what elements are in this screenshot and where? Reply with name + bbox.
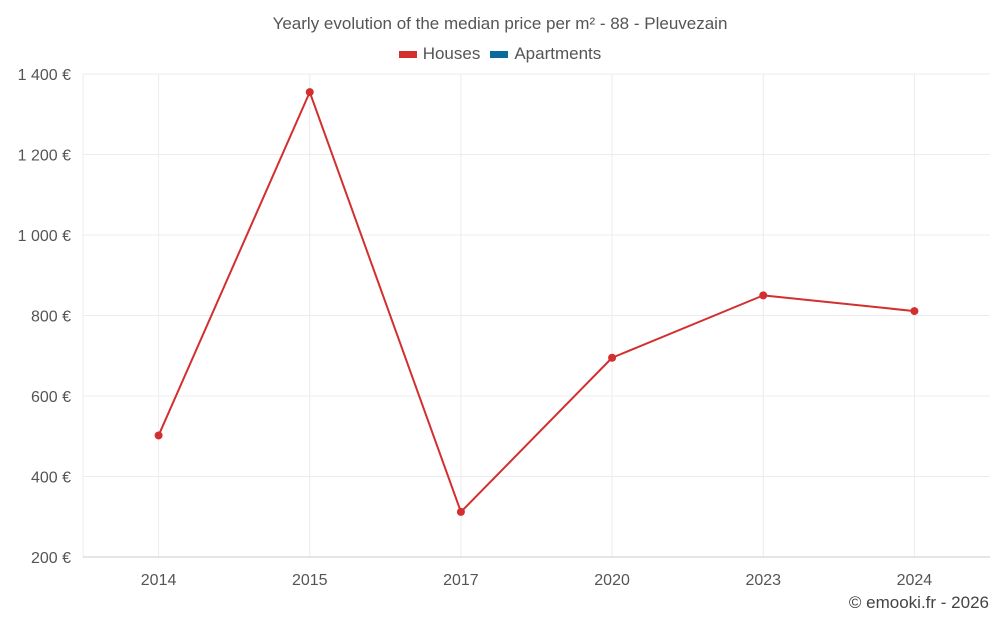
y-tick-label: 1 400 € bbox=[18, 67, 71, 84]
y-tick-label: 1 000 € bbox=[18, 228, 71, 245]
credit-text: © emooki.fr - 2026 bbox=[848, 593, 989, 612]
data-point-houses[interactable] bbox=[154, 431, 163, 440]
y-tick-label: 800 € bbox=[31, 309, 71, 326]
data-point-houses[interactable] bbox=[759, 291, 768, 300]
x-tick-label: 2024 bbox=[897, 572, 933, 589]
y-tick-label: 400 € bbox=[31, 470, 71, 487]
x-tick-label: 2014 bbox=[141, 572, 177, 589]
legend-label-houses: Houses bbox=[422, 44, 481, 63]
x-tick-label: 2015 bbox=[292, 572, 328, 589]
legend-swatch-apartments bbox=[490, 50, 509, 58]
data-point-houses[interactable] bbox=[456, 507, 465, 516]
legend-swatch-houses bbox=[398, 50, 417, 58]
x-tick-label: 2017 bbox=[443, 572, 479, 589]
data-point-houses[interactable] bbox=[910, 307, 919, 316]
chart-legend: Houses Apartments bbox=[0, 44, 1000, 64]
x-tick-label: 2020 bbox=[594, 572, 630, 589]
legend-label-apartments: Apartments bbox=[514, 44, 602, 63]
series-line-houses bbox=[157, 91, 915, 513]
y-tick-label: 1 200 € bbox=[18, 148, 71, 165]
data-point-houses[interactable] bbox=[608, 353, 617, 362]
y-tick-label: 600 € bbox=[31, 389, 71, 406]
data-point-houses[interactable] bbox=[305, 88, 314, 97]
legend-item-houses[interactable]: Houses bbox=[398, 44, 481, 64]
chart-title: Yearly evolution of the median price per… bbox=[272, 14, 728, 33]
legend-item-apartments[interactable]: Apartments bbox=[490, 44, 601, 64]
x-tick-label: 2023 bbox=[745, 572, 781, 589]
y-tick-label: 200 € bbox=[31, 550, 71, 567]
